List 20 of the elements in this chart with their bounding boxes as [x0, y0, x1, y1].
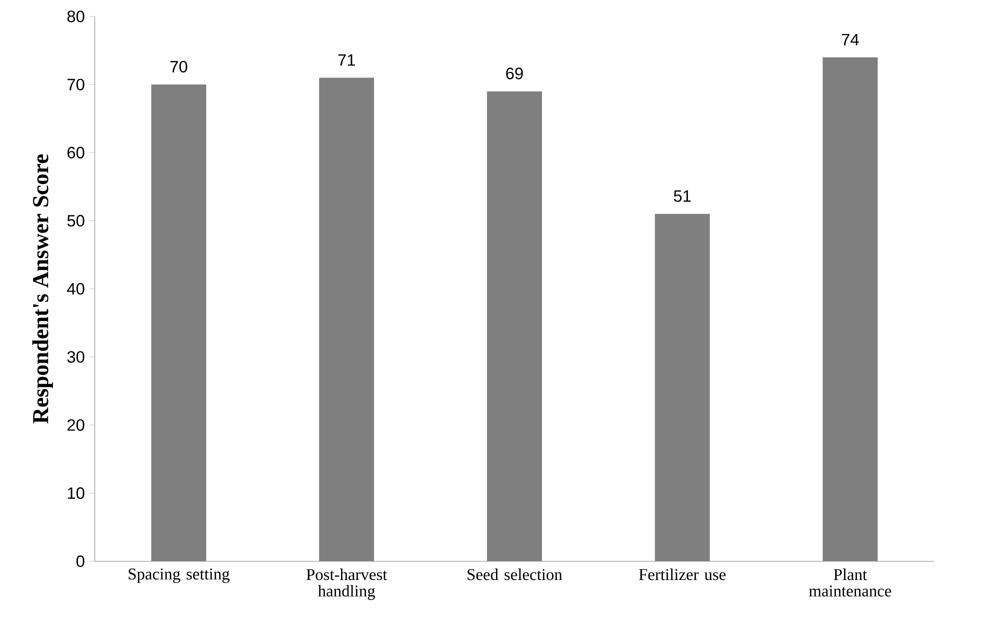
- y-tick-label: 0: [76, 555, 84, 568]
- y-tick-label: 70: [68, 78, 84, 90]
- y-tick-label: 20: [68, 419, 84, 431]
- data-label: 69: [506, 68, 523, 80]
- y-axis-title: Respondent's Answer Score: [32, 154, 53, 424]
- y-tick-label: 40: [67, 283, 84, 295]
- y-tick-label: 50: [67, 214, 84, 227]
- data-label: 51: [674, 190, 691, 202]
- data-label: 70: [170, 60, 188, 73]
- x-tick-label: Post-harvest handling: [306, 568, 388, 600]
- x-tick-label: Plant maintenance: [809, 568, 892, 597]
- data-label: 71: [338, 54, 355, 66]
- y-tick-label: 30: [67, 351, 84, 363]
- x-tick-label: Seed selection: [468, 568, 562, 580]
- y-tick-label: 10: [68, 487, 84, 500]
- y-tick-label: 60: [68, 146, 84, 159]
- data-label: 74: [842, 34, 859, 46]
- y-tick-label: 80: [67, 10, 84, 22]
- x-tick-label: Spacing setting: [128, 568, 230, 584]
- x-tick-label: Fertilizer use: [639, 568, 726, 580]
